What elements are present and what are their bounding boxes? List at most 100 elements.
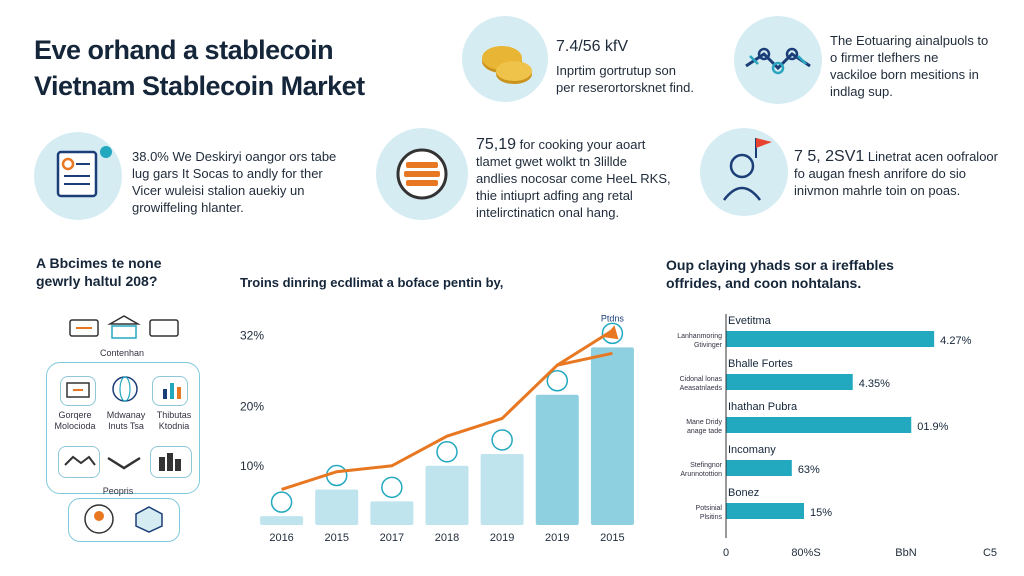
left-section-title: A Bbcimes te none gewrly haltul 208? xyxy=(36,254,162,290)
hbar-axis-tick: 80%S xyxy=(791,547,820,559)
bottom-box xyxy=(68,498,180,542)
person-flag-icon xyxy=(723,138,772,201)
left-title-line: A Bbcimes te none xyxy=(36,255,162,271)
person-icon-small xyxy=(82,502,116,536)
hbar-side-label: Lanhanmoring xyxy=(677,333,722,340)
hbar-axis-tick: C5 xyxy=(983,547,997,559)
hbar-side-label: Gtivinger xyxy=(694,342,723,349)
ecosystem-diagram: Contenhan Gorqere Molocioda Mdwanay Inut… xyxy=(38,314,208,544)
x-tick-label: 2017 xyxy=(380,532,404,544)
x-tick-label: 2019 xyxy=(545,532,569,544)
item-2-label: Mdwanay Inuts Tsa xyxy=(106,410,146,431)
stat-4-line-part: for cooking your aoart xyxy=(519,137,646,152)
stat-1-line: per reserortorsknet find. xyxy=(556,80,695,95)
bar-badge-icon xyxy=(546,369,569,392)
stat-4-line: tlamet gwet wolkt tn 3lillde xyxy=(476,154,628,169)
title-line-2: Vietnam Stablecoin Market xyxy=(34,71,365,101)
stat-5-text: 7 5, 2SV1 Linetrat acen oofraloor fo aug… xyxy=(794,148,998,199)
cube-icon xyxy=(132,504,166,534)
chart-bar xyxy=(535,394,579,525)
stat-1-line: Inprtim gortrutup son xyxy=(556,63,676,78)
monitor-icon-small xyxy=(148,318,182,340)
stat-3-value: 38.0% xyxy=(132,149,169,164)
hbar-side-label: Cidonal lonas xyxy=(680,376,723,383)
center-label: Contenhan xyxy=(99,348,145,358)
stat-4-line: 75,19 for cooking your aoart xyxy=(476,136,671,153)
stat-3-line: lug gars It Socas to andly for ther xyxy=(132,166,323,181)
city-icon xyxy=(150,446,192,478)
chart-title: Troins dinring ecdlimat a boface pentin … xyxy=(240,275,504,290)
bar-badge-icon xyxy=(270,491,293,513)
hbar-axis-tick: 0 xyxy=(723,547,729,559)
bar-badge-label: Ptdns xyxy=(601,313,625,323)
hbar-value: 4.35% xyxy=(859,378,890,390)
hbar xyxy=(726,331,935,347)
x-tick-label: 2018 xyxy=(435,532,459,544)
document-icon-circle xyxy=(34,132,122,220)
hbar-name: Bonez xyxy=(728,487,759,499)
item-3-label: Thibutas Ktodnia xyxy=(156,410,192,431)
hbar-name: Incomany xyxy=(728,444,776,456)
stat-1-value: 7.4/56 kfV xyxy=(556,38,629,55)
hbar xyxy=(726,374,853,390)
stat-5-line: fo augan fnesh anrifore do sio xyxy=(794,166,967,181)
right-section-title: Oup claying yhads sor a ireffables offri… xyxy=(666,256,894,292)
coins-icon-circle xyxy=(462,16,548,102)
y-tick-label: 32% xyxy=(240,329,264,343)
chart-bar xyxy=(590,347,634,525)
x-tick-label: 2015 xyxy=(324,532,348,544)
stat-4-value: 75,19 xyxy=(476,136,517,153)
stat-4-line: intelirctinaticn onal hang. xyxy=(476,205,620,220)
stat-3-text: 38.0% We Deskiryi oangor ors tabe lug ga… xyxy=(132,148,336,216)
stat-5-value: 7 5, 2SV1 xyxy=(794,148,865,165)
hbar-side-label: Stefingnor xyxy=(690,462,723,469)
stat-4-line: thie intiuprt adfing ang retal xyxy=(476,188,633,203)
chart-icon-small xyxy=(152,376,188,406)
handshake-icon xyxy=(58,446,100,478)
document-icon xyxy=(56,146,112,198)
hbar-name: Evetitma xyxy=(728,315,772,327)
stat-2-text: The Eotuaring ainalpuols to o firmer tle… xyxy=(830,32,988,100)
hbar-side-label: Plsitins xyxy=(700,514,723,521)
stat-5-line: inivmon mahrle toin on poas. xyxy=(794,183,961,198)
person-flag-icon-circle xyxy=(700,128,788,216)
hbar-value: 01.9% xyxy=(917,421,948,433)
chart-bar xyxy=(425,465,469,525)
right-title-line: offrides, and coon nohtalans. xyxy=(666,275,862,291)
hbar-side-label: Arunnotottion xyxy=(680,471,722,478)
hbar-name: Ihathan Pubra xyxy=(728,401,798,413)
hbar-side-label: Potsinial xyxy=(696,505,723,512)
coin-stack-icon-circle xyxy=(376,128,468,220)
stat-4-text: 75,19 for cooking your aoart tlamet gwet… xyxy=(476,136,671,221)
stat-5-line-part: Linetrat acen oofraloor xyxy=(867,149,998,164)
hbar-value: 15% xyxy=(810,507,832,519)
bar-badge-icon xyxy=(381,476,403,499)
page-title: Eve orhand a stablecoin Vietnam Stableco… xyxy=(34,32,365,104)
hbar-side-label: Aeasatnlaeds xyxy=(680,385,723,392)
box-icon-small xyxy=(68,318,102,340)
bar-badge-icon xyxy=(491,429,513,451)
globe-icon xyxy=(108,372,142,406)
stat-2-line: indlag sup. xyxy=(830,84,893,99)
transfer-icon xyxy=(60,376,96,406)
right-title-line: Oup claying yhads sor a ireffables xyxy=(666,257,894,273)
growth-chart: 32% 20% 10% 2016 2015 2017 2018 2019 2019 2015 Ptd… xyxy=(240,313,634,544)
stat-3-line: 38.0% We Deskiryi oangor ors tabe xyxy=(132,148,336,165)
ranking-chart: Evetitma 4.27% Lanhanmoring Gtivinger Bhalle… xyxy=(677,314,997,559)
y-tick-label: 10% xyxy=(240,459,264,473)
bar-badge-icon xyxy=(436,441,458,463)
bottom-label: Peopris xyxy=(102,486,134,496)
arrow-icon xyxy=(104,450,144,472)
title-line-1: Eve orhand a stablecoin xyxy=(34,35,334,65)
hbar-side-label: anage tade xyxy=(687,428,722,435)
left-title-line: gewrly haltul 208? xyxy=(36,273,158,289)
x-tick-label: 2016 xyxy=(269,532,293,544)
hbar-axis-tick: BbN xyxy=(895,547,916,559)
chart-bar xyxy=(315,489,359,525)
hbar-name: Bhalle Fortes xyxy=(728,358,793,370)
x-tick-label: 2019 xyxy=(490,532,514,544)
hbar-side-label: Mane Dridy xyxy=(686,419,722,426)
network-icon-circle xyxy=(734,16,822,104)
chart-bar xyxy=(370,501,414,525)
trend-line-extension xyxy=(556,328,616,367)
